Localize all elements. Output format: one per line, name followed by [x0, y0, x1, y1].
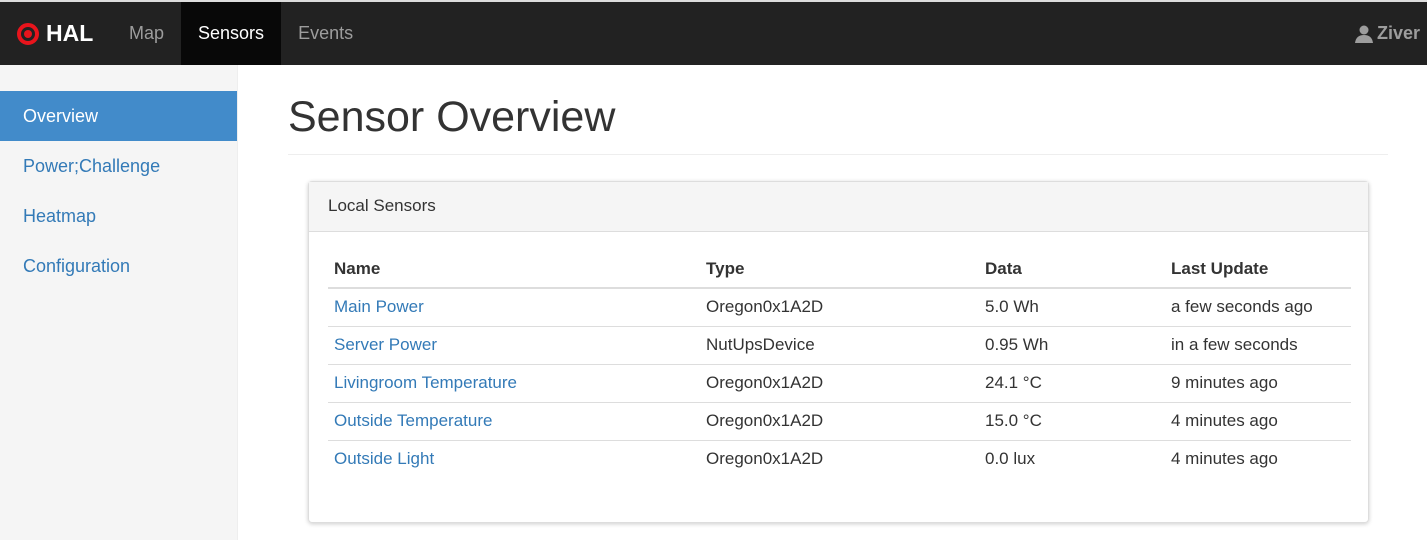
- sensors-table: Name Type Data Last Update Main Power Ore…: [328, 250, 1351, 478]
- sidebar-item-heatmap[interactable]: Heatmap: [23, 206, 97, 226]
- sensor-data: 0.0 lux: [985, 449, 1036, 469]
- table-cell: Outside Light: [328, 440, 700, 478]
- sensor-name-link[interactable]: Outside Light: [334, 449, 435, 469]
- column-header-type: Type: [700, 250, 979, 289]
- table-row: Main Power Oregon0x1A2D 5.0 Wh a few second…: [328, 288, 1351, 327]
- user-name: Ziver: [1376, 23, 1420, 43]
- sidebar-item-overview[interactable]: Overview: [0, 91, 237, 141]
- nav-sensors[interactable]: Sensors: [181, 2, 282, 65]
- sidebar-item-configuration[interactable]: Configuration: [23, 256, 131, 276]
- main-content: Sensor Overview Local Sensors Name Type …: [288, 65, 1388, 523]
- sensor-data: 5.0 Wh: [979, 288, 1165, 327]
- brand-name: HAL: [46, 20, 94, 46]
- sensor-type: Oregon0x1A2D: [700, 288, 979, 327]
- target-logo-icon: [17, 22, 39, 45]
- table-row: Livingroom Temperature Oregon0x1A2D 24.1 °…: [328, 364, 1351, 403]
- sensor-type: Oregon0x1A2D: [706, 449, 824, 469]
- nav-events[interactable]: Events: [298, 23, 354, 43]
- sidebar-item-power-challenge[interactable]: Power;Challenge: [23, 156, 161, 176]
- sensor-last-update: a few seconds ago: [1165, 288, 1351, 327]
- column-header-name: Name: [328, 250, 700, 289]
- sensor-name-link[interactable]: Server Power: [334, 335, 437, 354]
- sensor-data: 24.1 °C: [979, 364, 1165, 403]
- sidebar: Overview Power;Challenge Heatmap Configu…: [0, 65, 238, 540]
- sensor-name-link[interactable]: Main Power: [334, 297, 424, 317]
- navbar: HAL Map Sensors Events Ziver: [0, 2, 1427, 65]
- column-header-last-update: Last Update: [1165, 250, 1351, 289]
- sensor-last-update: in a few seconds: [1165, 326, 1351, 365]
- sensor-last-update: 4 minutes ago: [1171, 449, 1278, 469]
- table-row: Server Power NutUpsDevice 0.95 Wh in a few …: [328, 326, 1351, 365]
- sensor-last-update: 9 minutes ago: [1165, 364, 1351, 403]
- table-cell: Livingroom Temperature: [328, 364, 700, 403]
- user-icon: [1354, 25, 1373, 43]
- brand[interactable]: HAL: [0, 2, 112, 65]
- page-title: Sensor Overview: [288, 93, 1388, 155]
- table-cell: Main Power: [328, 288, 700, 327]
- table-cell: Outside Temperature: [328, 402, 700, 441]
- sensor-name-link[interactable]: Outside Temperature: [334, 411, 493, 430]
- sensor-data: 0.95 Wh: [979, 326, 1165, 365]
- sensor-type: Oregon0x1A2D: [700, 364, 979, 403]
- sensor-last-update: 4 minutes ago: [1165, 402, 1351, 441]
- local-sensors-panel: Local Sensors Name Type Data Last Update…: [308, 181, 1369, 523]
- nav-map[interactable]: Map: [129, 23, 165, 43]
- column-header-data: Data: [979, 250, 1165, 289]
- panel-title: Local Sensors: [309, 182, 1368, 232]
- table-row: Outside Light Oregon0x1A2D 0.0 lux 4 minute…: [328, 440, 1351, 478]
- table-row: Outside Temperature Oregon0x1A2D 15.0 °C 4 …: [328, 402, 1351, 441]
- sensor-name-link[interactable]: Livingroom Temperature: [334, 373, 517, 392]
- user-menu[interactable]: Ziver: [1354, 2, 1420, 65]
- table-cell: Server Power: [328, 326, 700, 365]
- sensor-data: 15.0 °C: [979, 402, 1165, 441]
- sensor-type: NutUpsDevice: [700, 326, 979, 365]
- sensor-type: Oregon0x1A2D: [700, 402, 979, 441]
